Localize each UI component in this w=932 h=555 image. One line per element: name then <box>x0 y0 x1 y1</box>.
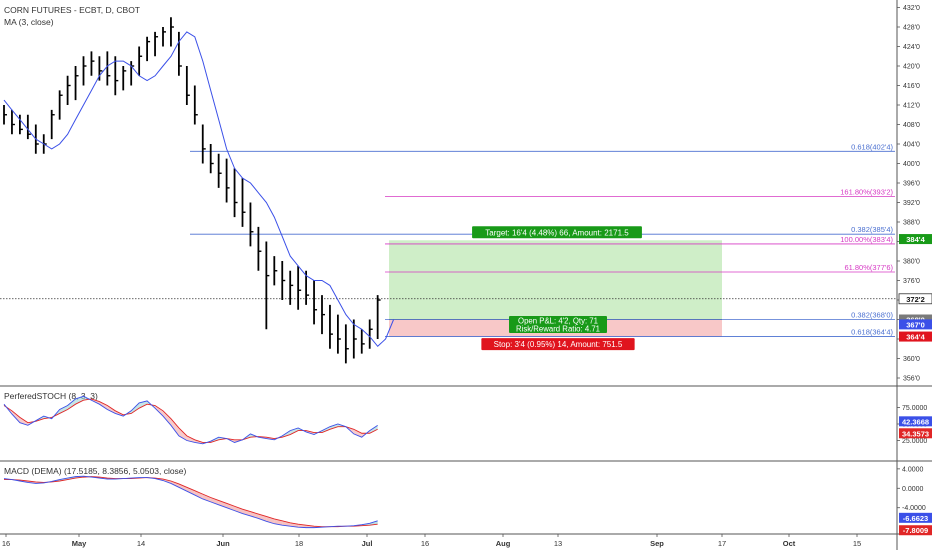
time-tick-label: 15 <box>853 539 861 548</box>
fib-level-label: 161.80%(393'2) <box>840 187 893 196</box>
stoch-value-tag[interactable]: 34.3573 <box>899 428 932 438</box>
stoch-value-text: 42.3668 <box>902 417 929 426</box>
price-tick-label: 424'0 <box>903 44 920 51</box>
fib-level-label: 0.618(402'4) <box>851 142 893 151</box>
price-tick-label: 416'0 <box>903 83 920 90</box>
time-tick-label: 16 <box>2 539 10 548</box>
price-tick-label: 404'0 <box>903 142 920 149</box>
macd-tick-label: 0.0000 <box>902 486 924 493</box>
macd-tick-label: -4.0000 <box>902 505 926 512</box>
price-tag-text: 364'4 <box>906 333 925 342</box>
stop-label[interactable]: Stop: 3'4 (0.95%) 14, Amount: 751.5 <box>481 338 634 350</box>
ma-legend: MA (3, close) <box>4 17 54 27</box>
price-tick-label: 376'0 <box>903 278 920 285</box>
fib-level-label: 0.382(385'4) <box>851 225 893 234</box>
price-tick-label: 392'0 <box>903 200 920 207</box>
target-zone[interactable] <box>389 240 722 319</box>
stoch-value-text: 34.3573 <box>902 429 929 438</box>
fib-level-label: 0.618(364'4) <box>851 328 893 337</box>
fib-level-label: 61.80%(377'6) <box>844 263 893 272</box>
price-tick-label: 412'0 <box>903 103 920 110</box>
time-tick-label: Aug <box>496 539 511 548</box>
price-tag-stop[interactable]: 364'4 <box>899 332 932 342</box>
price-tag-text: 384'4 <box>906 235 925 244</box>
fib-level-label: 0.382(368'0) <box>851 311 893 320</box>
time-tick-label: Jul <box>362 539 373 548</box>
time-tick-label: Oct <box>783 539 796 548</box>
time-tick-label: 18 <box>295 539 303 548</box>
time-tick-label: 16 <box>421 539 429 548</box>
stop-label-text: Stop: 3'4 (0.95%) 14, Amount: 751.5 <box>494 340 623 349</box>
stoch-tick-label: 75.0000 <box>902 405 927 412</box>
time-tick-label: Sep <box>650 539 664 548</box>
chart-title: CORN FUTURES - ECBT, D, CBOT <box>4 5 140 15</box>
macd-value-tag[interactable]: -6.6623 <box>899 513 932 523</box>
price-tag-text: 372'2 <box>906 295 924 304</box>
time-tick-label: 17 <box>718 539 726 548</box>
price-tag-text: 367'0 <box>906 320 924 329</box>
price-tick-label: 360'0 <box>903 356 920 363</box>
price-tick-label: 380'0 <box>903 259 920 266</box>
macd-value-text: -7.8009 <box>903 526 928 535</box>
time-tick-label: May <box>72 539 87 548</box>
risk-reward-text: Risk/Reward Ratio: 4.71 <box>516 325 600 334</box>
price-tag-last[interactable]: 372'2 <box>899 294 932 304</box>
macd-value-tag[interactable]: -7.8009 <box>899 525 932 535</box>
macd-value-text: -6.6623 <box>903 514 928 523</box>
price-tick-label: 400'0 <box>903 161 920 168</box>
stoch-value-tag[interactable]: 42.3668 <box>899 416 932 426</box>
target-label-text: Target: 16'4 (4.48%) 66, Amount: 2171.5 <box>485 228 629 237</box>
price-tick-label: 356'0 <box>903 376 920 383</box>
macd-tick-label: 4.0000 <box>902 466 924 473</box>
price-tag-entry[interactable]: 367'0 <box>899 319 932 329</box>
price-tick-label: 408'0 <box>903 122 920 129</box>
time-tick-label: Jun <box>216 539 230 548</box>
stoch-tick-label: 25.0000 <box>902 438 927 445</box>
price-tag-target[interactable]: 384'4 <box>899 234 932 244</box>
target-label[interactable]: Target: 16'4 (4.48%) 66, Amount: 2171.5 <box>472 226 642 238</box>
price-tick-label: 396'0 <box>903 181 920 188</box>
time-tick-label: 14 <box>137 539 145 548</box>
time-tick-label: 13 <box>554 539 562 548</box>
price-tick-label: 432'0 <box>903 5 920 12</box>
price-tick-label: 428'0 <box>903 25 920 32</box>
price-tick-label: 388'0 <box>903 220 920 227</box>
macd-legend: MACD (DEMA) (17.5185, 8.3856, 5.0503, cl… <box>4 466 187 476</box>
price-tick-label: 420'0 <box>903 64 920 71</box>
fib-level-label: 100.00%(383'4) <box>840 235 893 244</box>
